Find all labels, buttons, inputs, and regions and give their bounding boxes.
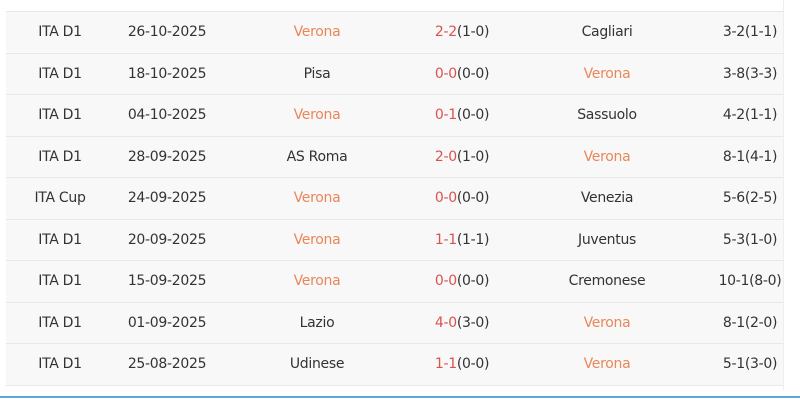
- score: 1-1(0-0): [434, 356, 490, 373]
- table-row[interactable]: ITA D1 26-10-2025 Verona 2-2(1-0) Cagliari 3-…: [6, 12, 783, 54]
- score: 2-0(1-0): [434, 148, 490, 165]
- fulltime-score: 0-1: [434, 107, 457, 124]
- away-team: Cagliari: [581, 24, 633, 41]
- table-row[interactable]: ITA D1 25-08-2025 Udinese 1-1(0-0) Verona 5-1…: [6, 344, 783, 386]
- score: 0-1(0-0): [434, 107, 490, 124]
- fulltime-score: 2-2: [434, 24, 457, 41]
- match-history-table: ITA D1 26-10-2025 Verona 2-2(1-0) Cagliari 3-…: [6, 11, 783, 386]
- match-date: 18-10-2025: [127, 65, 207, 82]
- table-row[interactable]: ITA D1 15-09-2025 Verona 0-0(0-0) Cremonese 1…: [6, 261, 783, 303]
- corners: 3-2(1-1): [722, 24, 778, 41]
- home-team: AS Roma: [286, 148, 348, 165]
- corners: 5-1(3-0): [722, 356, 778, 373]
- fulltime-score: 4-0: [434, 314, 457, 331]
- match-date: 04-10-2025: [127, 107, 207, 124]
- league: ITA Cup: [34, 190, 86, 207]
- table-row[interactable]: ITA D1 04-10-2025 Verona 0-1(0-0) Sassuolo 4-…: [6, 95, 783, 137]
- halftime-score: (0-0): [456, 107, 490, 124]
- divider: [783, 0, 784, 390]
- away-team: Verona: [583, 148, 631, 165]
- corners: 5-3(1-0): [722, 231, 778, 248]
- fulltime-score: 1-1: [434, 231, 457, 248]
- league: ITA D1: [38, 356, 82, 373]
- score: 0-0(0-0): [434, 273, 490, 290]
- home-team: Verona: [293, 24, 341, 41]
- away-team: Verona: [583, 65, 631, 82]
- halftime-score: (1-0): [456, 148, 490, 165]
- score: 2-2(1-0): [434, 24, 490, 41]
- home-team: Pisa: [303, 65, 331, 82]
- league: ITA D1: [38, 231, 82, 248]
- fulltime-score: 0-0: [434, 65, 457, 82]
- corners: 4-2(1-1): [722, 107, 778, 124]
- halftime-score: (0-0): [456, 356, 490, 373]
- fulltime-score: 0-0: [434, 273, 457, 290]
- halftime-score: (1-1): [456, 231, 490, 248]
- table-row[interactable]: ITA D1 28-09-2025 AS Roma 2-0(1-0) Verona 8-1…: [6, 136, 783, 178]
- league: ITA D1: [38, 107, 82, 124]
- table-row[interactable]: ITA D1 01-09-2025 Lazio 4-0(3-0) Verona 8-1(2…: [6, 302, 783, 344]
- halftime-score: (0-0): [456, 190, 490, 207]
- league: ITA D1: [38, 148, 82, 165]
- home-team: Lazio: [299, 314, 335, 331]
- fulltime-score: 2-0: [434, 148, 457, 165]
- corners: 5-6(2-5): [722, 190, 778, 207]
- away-team: Verona: [583, 356, 631, 373]
- away-team: Cremonese: [568, 273, 646, 290]
- corners: 3-8(3-3): [722, 65, 778, 82]
- table-row[interactable]: ITA Cup 24-09-2025 Verona 0-0(0-0) Venezia 5-…: [6, 178, 783, 220]
- home-team: Udinese: [289, 356, 345, 373]
- score: 0-0(0-0): [434, 65, 490, 82]
- halftime-score: (0-0): [456, 65, 490, 82]
- halftime-score: (0-0): [456, 273, 490, 290]
- halftime-score: (3-0): [456, 314, 490, 331]
- table-row[interactable]: ITA D1 18-10-2025 Pisa 0-0(0-0) Verona 3-8(3-…: [6, 53, 783, 95]
- away-team: Sassuolo: [577, 107, 637, 124]
- away-team: Verona: [583, 314, 631, 331]
- match-date: 28-09-2025: [127, 148, 207, 165]
- home-team: Verona: [293, 273, 341, 290]
- corners: 8-1(4-1): [722, 148, 778, 165]
- table-row[interactable]: ITA D1 20-09-2025 Verona 1-1(1-1) Juventus 5-…: [6, 219, 783, 261]
- league: ITA D1: [38, 273, 82, 290]
- fulltime-score: 1-1: [434, 356, 457, 373]
- halftime-score: (1-0): [456, 24, 490, 41]
- score: 0-0(0-0): [434, 190, 490, 207]
- fulltime-score: 0-0: [434, 190, 457, 207]
- score: 1-1(1-1): [434, 231, 490, 248]
- match-date: 26-10-2025: [127, 24, 207, 41]
- league: ITA D1: [38, 24, 82, 41]
- league: ITA D1: [38, 65, 82, 82]
- league: ITA D1: [38, 314, 82, 331]
- score: 4-0(3-0): [434, 314, 490, 331]
- corners: 10-1(8-0): [718, 273, 782, 290]
- match-date: 01-09-2025: [127, 314, 207, 331]
- match-date: 25-08-2025: [127, 356, 207, 373]
- corners: 8-1(2-0): [722, 314, 778, 331]
- home-team: Verona: [293, 190, 341, 207]
- home-team: Verona: [293, 107, 341, 124]
- home-team: Verona: [293, 231, 341, 248]
- section-divider: [0, 396, 800, 398]
- match-date: 20-09-2025: [127, 231, 207, 248]
- match-date: 24-09-2025: [127, 190, 207, 207]
- away-team: Juventus: [577, 231, 637, 248]
- away-team: Venezia: [580, 190, 634, 207]
- match-date: 15-09-2025: [127, 273, 207, 290]
